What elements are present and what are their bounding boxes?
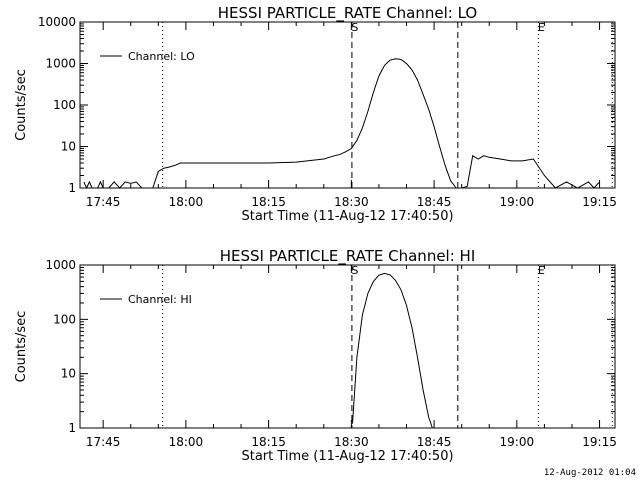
chart1-ytick-label: 100: [53, 98, 76, 112]
chart1-marker-label: S: [351, 21, 358, 34]
chart2-xtick-label: 17:45: [86, 435, 121, 449]
chart2-xlabel: Start Time (11-Aug-12 17:40:50): [241, 449, 453, 464]
chart2-ytick-label: 1000: [45, 258, 76, 272]
chart1-ytick-label: 10: [61, 140, 76, 154]
chart2-ylabel: Counts/sec: [14, 311, 29, 383]
chart2-xtick-label: 18:15: [251, 435, 286, 449]
chart2-ytick-label: 10: [61, 367, 76, 381]
chart1-plot-frame: [79, 21, 616, 189]
chart1-xtick-label: 19:15: [582, 195, 617, 209]
chart1-series-line: [83, 58, 600, 190]
chart2-title: HESSI PARTICLE_RATE Channel: HI: [220, 247, 476, 266]
chart1-xtick-label: 17:45: [86, 195, 121, 209]
chart1-title: HESSI PARTICLE_RATE Channel: LO: [218, 4, 477, 23]
chart1-ytick-label: 1000: [45, 57, 76, 71]
footer-timestamp: 12-Aug-2012 01:04: [543, 468, 636, 478]
chart1-ytick-label: 1: [68, 181, 76, 195]
chart2-xtick-label: 18:45: [417, 435, 452, 449]
chart2-marker-label: E: [538, 264, 545, 277]
chart1-xtick-label: 19:00: [500, 195, 535, 209]
chart2-ytick-label: 1: [68, 421, 76, 435]
chart1-xtick-label: 18:30: [334, 195, 369, 209]
chart1-marker-label: E: [538, 21, 545, 34]
chart2-ytick-label: 100: [53, 312, 76, 326]
chart1-legend-label: Channel: LO: [128, 50, 195, 63]
chart2-xtick-label: 18:30: [334, 435, 369, 449]
chart2-xtick-label: 19:00: [500, 435, 535, 449]
chart2-plot-frame: [79, 264, 616, 429]
chart2-series-line: [352, 272, 433, 429]
chart1-xtick-label: 18:15: [251, 195, 286, 209]
chart2-xtick-label: 19:15: [582, 435, 617, 449]
chart2-xtick-label: 18:00: [169, 435, 204, 449]
chart1-xlabel: Start Time (11-Aug-12 17:40:50): [241, 209, 453, 224]
chart2-legend-label: Channel: HI: [128, 293, 192, 306]
chart1-xtick-label: 18:00: [169, 195, 204, 209]
chart1-xtick-label: 18:45: [417, 195, 452, 209]
chart1-ylabel: Counts/sec: [14, 69, 29, 141]
chart1-ytick-label: 10000: [38, 15, 76, 29]
chart2-marker-label: S: [351, 264, 358, 277]
